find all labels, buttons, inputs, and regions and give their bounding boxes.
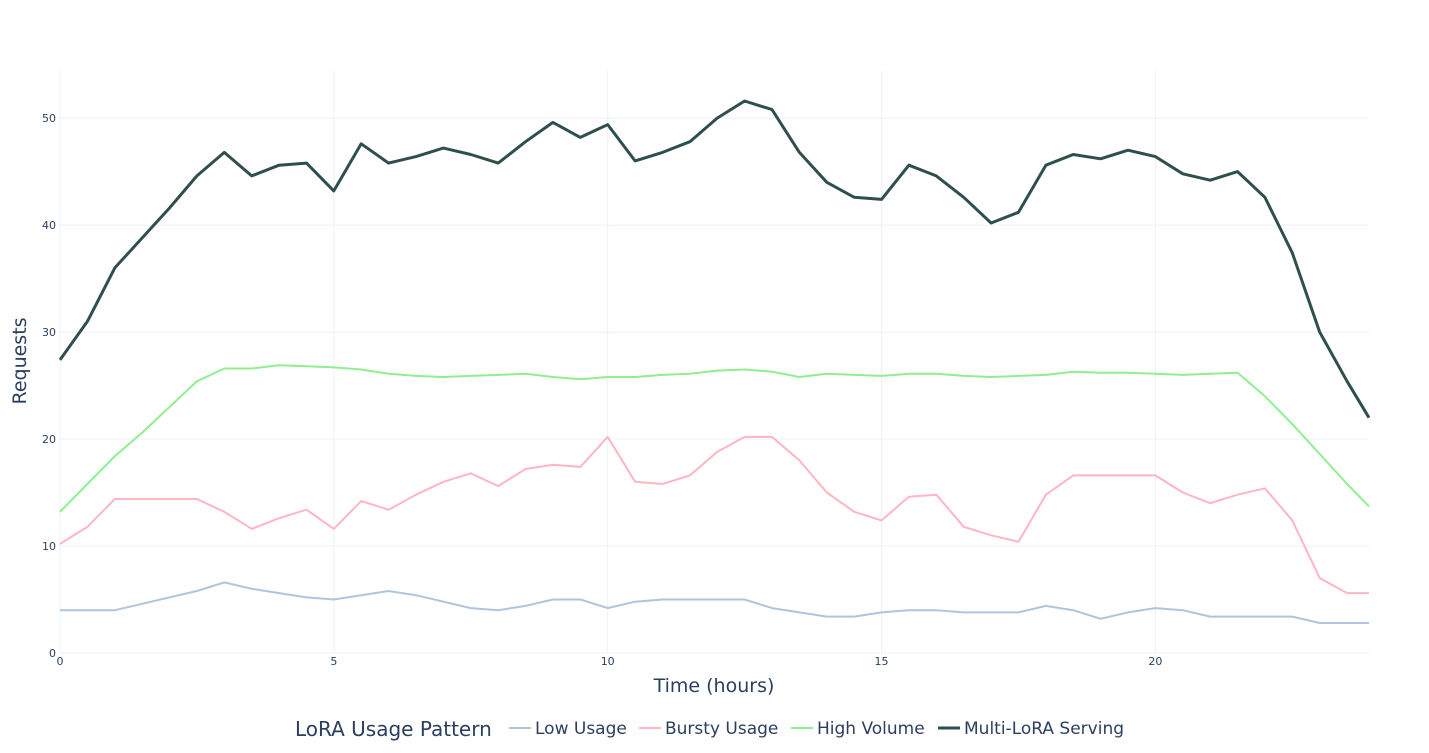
- x-tick-label: 15: [875, 655, 889, 668]
- x-tick-label: 10: [601, 655, 615, 668]
- series-line-low-usage: [60, 581, 1369, 624]
- legend-item-multi-lora-serving[interactable]: Multi-LoRA Serving: [938, 719, 1124, 739]
- legend-item-bursty-usage[interactable]: Bursty Usage: [639, 719, 778, 739]
- x-tick-label: 5: [330, 655, 337, 668]
- legend-label: Multi-LoRA Serving: [964, 719, 1124, 739]
- tick-labels: 0 10 20 30 40 50 0 5 10 15 20: [42, 112, 1162, 668]
- legend-label: Low Usage: [535, 719, 627, 739]
- x-tick-label: 20: [1148, 655, 1162, 668]
- y-tick-label: 50: [42, 112, 56, 125]
- y-tick-label: 40: [42, 219, 56, 232]
- legend-item-high-volume[interactable]: High Volume: [791, 719, 925, 739]
- legend-item-low-usage[interactable]: Low Usage: [509, 719, 627, 739]
- legend-title: LoRA Usage Pattern: [295, 717, 492, 741]
- y-tick-label: 10: [42, 540, 56, 553]
- y-tick-label: 0: [49, 647, 56, 660]
- x-tick-label: 0: [57, 655, 64, 668]
- legend[interactable]: LoRA Usage Pattern Low Usage Bursty Usage…: [295, 717, 1124, 741]
- x-axis-title: Time (hours): [653, 675, 775, 697]
- series-line-multi-lora-serving: [58, 99, 1371, 419]
- legend-label: High Volume: [817, 719, 925, 739]
- gridlines: [59, 70, 1369, 654]
- y-axis-title: Requests: [9, 317, 31, 404]
- y-tick-label: 20: [42, 433, 56, 446]
- legend-label: Bursty Usage: [665, 719, 778, 739]
- series-lines: [58, 99, 1371, 624]
- series-line-high-volume: [59, 364, 1370, 513]
- y-tick-label: 30: [42, 326, 56, 339]
- series-line-bursty-usage: [59, 435, 1369, 595]
